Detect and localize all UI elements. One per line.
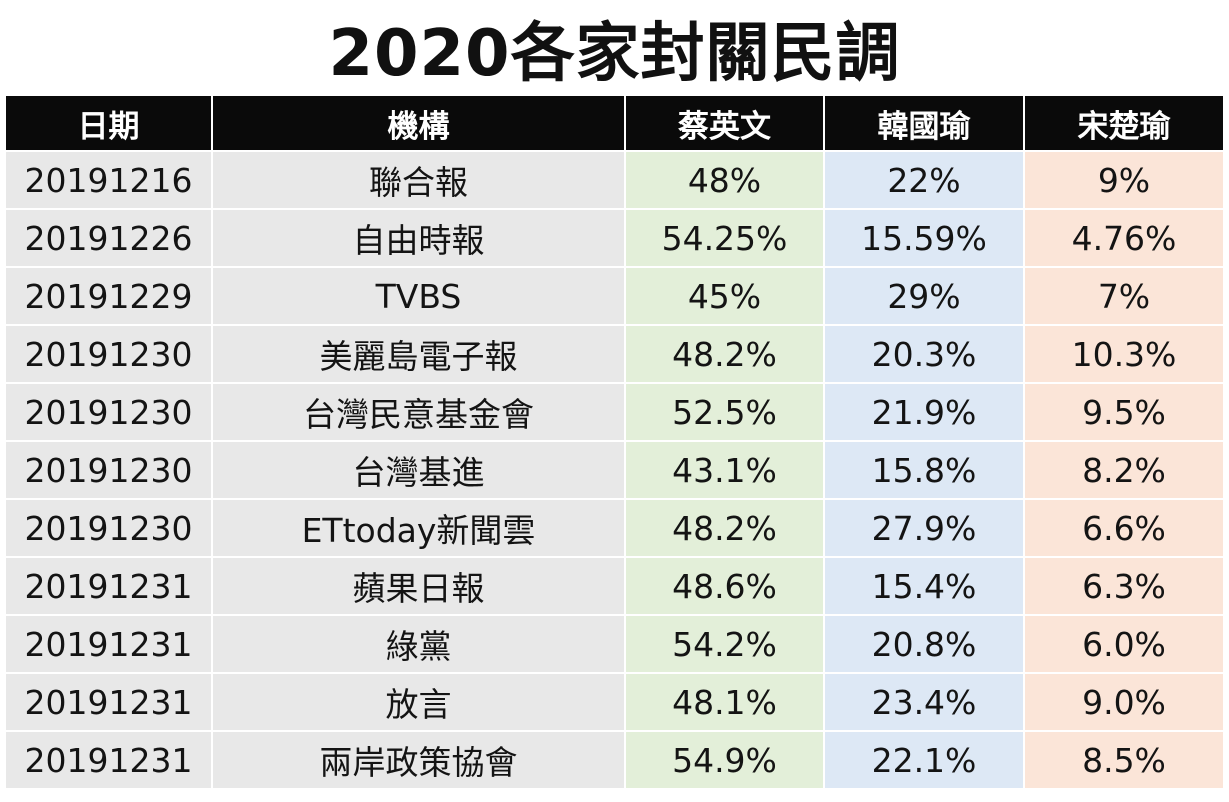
cell-date: 20191230	[6, 442, 213, 500]
table-row: 20191230 台灣民意基金會 52.5% 21.9% 9.5%	[6, 384, 1223, 442]
table-row: 20191231 兩岸政策協會 54.9% 22.1% 8.5%	[6, 732, 1223, 790]
cell-org: ETtoday新聞雲	[213, 500, 626, 558]
cell-tsai: 48.1%	[626, 674, 825, 732]
cell-date: 20191231	[6, 674, 213, 732]
table-row: 20191231 蘋果日報 48.6% 15.4% 6.3%	[6, 558, 1223, 616]
cell-tsai: 43.1%	[626, 442, 825, 500]
cell-soong: 10.3%	[1025, 326, 1223, 384]
cell-tsai: 48.6%	[626, 558, 825, 616]
cell-han: 20.8%	[825, 616, 1025, 674]
cell-tsai: 48.2%	[626, 326, 825, 384]
cell-han: 15.4%	[825, 558, 1025, 616]
cell-han: 15.59%	[825, 210, 1025, 268]
cell-tsai: 45%	[626, 268, 825, 326]
cell-soong: 9.0%	[1025, 674, 1223, 732]
cell-tsai: 48%	[626, 152, 825, 210]
cell-tsai: 48.2%	[626, 500, 825, 558]
cell-org: 台灣基進	[213, 442, 626, 500]
cell-soong: 9.5%	[1025, 384, 1223, 442]
table-row: 20191230 ETtoday新聞雲 48.2% 27.9% 6.6%	[6, 500, 1223, 558]
table-row: 20191226 自由時報 54.25% 15.59% 4.76%	[6, 210, 1223, 268]
table-row: 20191230 美麗島電子報 48.2% 20.3% 10.3%	[6, 326, 1223, 384]
cell-han: 21.9%	[825, 384, 1025, 442]
cell-org: TVBS	[213, 268, 626, 326]
cell-org: 台灣民意基金會	[213, 384, 626, 442]
cell-tsai: 54.9%	[626, 732, 825, 790]
cell-tsai: 54.2%	[626, 616, 825, 674]
cell-han: 29%	[825, 268, 1025, 326]
cell-date: 20191231	[6, 616, 213, 674]
cell-org: 放言	[213, 674, 626, 732]
cell-soong: 6.0%	[1025, 616, 1223, 674]
cell-han: 22%	[825, 152, 1025, 210]
cell-date: 20191229	[6, 268, 213, 326]
cell-soong: 7%	[1025, 268, 1223, 326]
cell-org: 美麗島電子報	[213, 326, 626, 384]
cell-han: 27.9%	[825, 500, 1025, 558]
table-row: 20191229 TVBS 45% 29% 7%	[6, 268, 1223, 326]
cell-org: 綠黨	[213, 616, 626, 674]
cell-soong: 8.5%	[1025, 732, 1223, 790]
cell-date: 20191231	[6, 558, 213, 616]
cell-org: 兩岸政策協會	[213, 732, 626, 790]
header-han: 韓國瑜	[825, 96, 1025, 152]
cell-tsai: 52.5%	[626, 384, 825, 442]
page-title: 2020各家封關民調	[328, 17, 901, 91]
cell-tsai: 54.25%	[626, 210, 825, 268]
cell-han: 20.3%	[825, 326, 1025, 384]
header-row: 日期 機構 蔡英文 韓國瑜 宋楚瑜	[6, 96, 1223, 152]
cell-soong: 6.6%	[1025, 500, 1223, 558]
cell-soong: 9%	[1025, 152, 1223, 210]
cell-han: 22.1%	[825, 732, 1025, 790]
header-soong: 宋楚瑜	[1025, 96, 1223, 152]
table-row: 20191230 台灣基進 43.1% 15.8% 8.2%	[6, 442, 1223, 500]
cell-soong: 6.3%	[1025, 558, 1223, 616]
cell-date: 20191231	[6, 732, 213, 790]
table-row: 20191231 放言 48.1% 23.4% 9.0%	[6, 674, 1223, 732]
cell-soong: 4.76%	[1025, 210, 1223, 268]
cell-org: 聯合報	[213, 152, 626, 210]
cell-date: 20191230	[6, 384, 213, 442]
cell-org: 蘋果日報	[213, 558, 626, 616]
cell-han: 15.8%	[825, 442, 1025, 500]
cell-han: 23.4%	[825, 674, 1025, 732]
poll-table: 日期 機構 蔡英文 韓國瑜 宋楚瑜 20191216 聯合報 48% 22% 9% 201…	[6, 96, 1223, 790]
cell-date: 20191230	[6, 500, 213, 558]
table-row: 20191216 聯合報 48% 22% 9%	[6, 152, 1223, 210]
table-row: 20191231 綠黨 54.2% 20.8% 6.0%	[6, 616, 1223, 674]
cell-soong: 8.2%	[1025, 442, 1223, 500]
cell-org: 自由時報	[213, 210, 626, 268]
header-tsai: 蔡英文	[626, 96, 825, 152]
cell-date: 20191216	[6, 152, 213, 210]
header-date: 日期	[6, 96, 213, 152]
header-org: 機構	[213, 96, 626, 152]
cell-date: 20191226	[6, 210, 213, 268]
cell-date: 20191230	[6, 326, 213, 384]
